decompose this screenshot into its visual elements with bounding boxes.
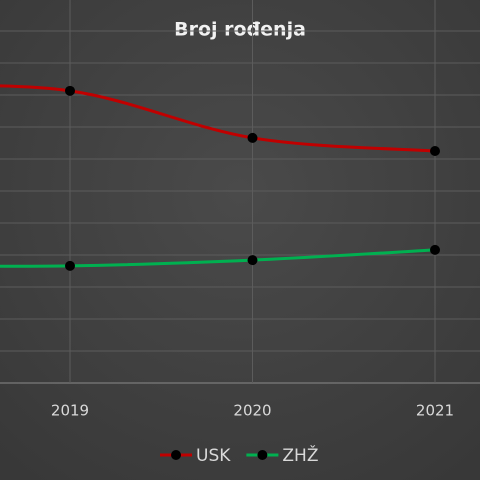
legend-marker	[171, 450, 181, 460]
legend-marker	[257, 450, 268, 460]
x-tick-label: 2020	[233, 402, 271, 420]
point	[247, 132, 258, 143]
x-tick-label: 2021	[416, 402, 454, 420]
legend-label: USK	[196, 446, 231, 466]
series-line	[0, 84, 436, 153]
x-tick-label: 2019	[51, 402, 89, 420]
legend-label: ZHŽ	[282, 444, 318, 466]
chart-title: Broj rođenja	[174, 19, 306, 41]
point	[430, 146, 440, 156]
point	[247, 255, 258, 266]
point	[65, 85, 75, 96]
series-line	[0, 248, 436, 268]
point	[430, 244, 440, 255]
point	[65, 260, 75, 271]
